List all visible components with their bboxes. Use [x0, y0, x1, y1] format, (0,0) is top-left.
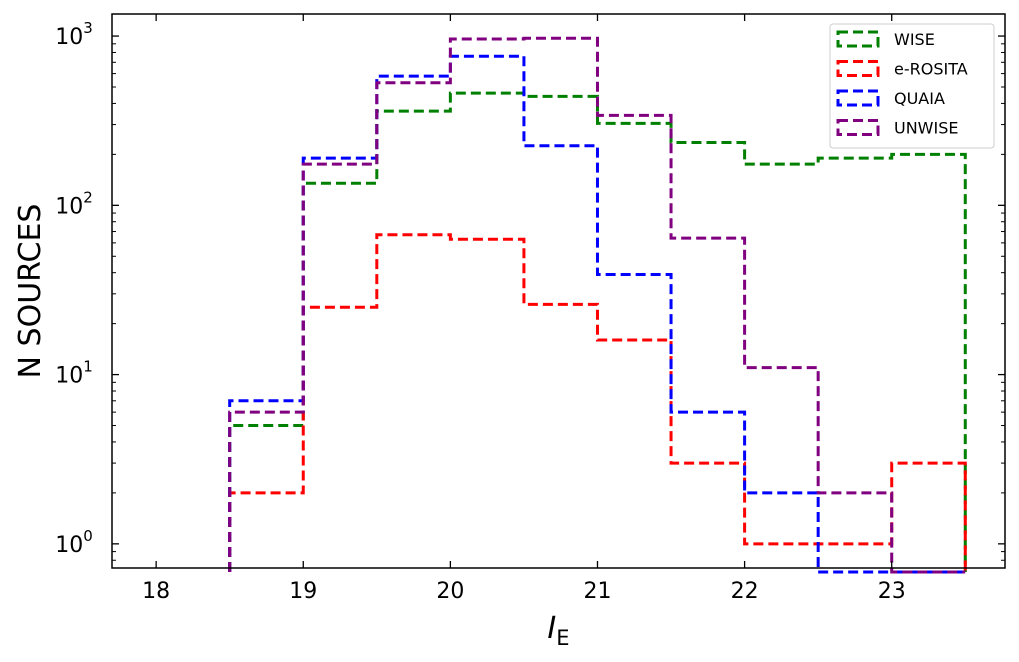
series-e-rosita-line	[228, 233, 967, 572]
legend-label-quaia: QUAIA	[894, 89, 945, 108]
series-quaia-line	[228, 54, 966, 574]
legend-label-wise: WISE	[894, 30, 935, 49]
legend-label-unwise: UNWISE	[894, 119, 958, 138]
series-layer	[228, 36, 967, 574]
x-tick-label: 23	[878, 579, 906, 604]
x-tick-label: 22	[731, 579, 759, 604]
x-axis-label-main: I	[547, 611, 556, 646]
y-tick-label: 100	[55, 527, 93, 558]
series-unwise-line	[228, 36, 966, 574]
legend: WISE e-ROSITA QUAIA UNWISE	[829, 23, 995, 149]
x-axis-label: IE	[547, 611, 569, 650]
legend-swatch-unwise	[836, 119, 880, 136]
x-tick-label: 20	[436, 579, 464, 604]
legend-swatch-wise	[836, 30, 880, 48]
x-axis-label-subscript: E	[556, 626, 569, 650]
series-wise-line	[228, 91, 967, 572]
y-tick-label: 101	[55, 358, 93, 389]
ticks-layer	[112, 14, 1005, 568]
tick-labels-layer: 18 19 20 21 22 23 100 101 102 103	[55, 19, 905, 604]
x-tick-label: 21	[583, 579, 611, 604]
legend-box	[829, 23, 995, 149]
legend-swatch-quaia	[836, 89, 880, 107]
x-tick-label: 19	[289, 579, 317, 604]
x-tick-label: 18	[142, 579, 170, 604]
y-tick-label: 102	[55, 188, 93, 219]
legend-swatch-e-rosita	[836, 60, 880, 77]
plot-frame	[111, 13, 1006, 569]
legend-label-e-rosita: e-ROSITA	[894, 60, 968, 79]
y-tick-label: 103	[55, 19, 93, 50]
y-axis-label: N SOURCES	[13, 204, 48, 379]
